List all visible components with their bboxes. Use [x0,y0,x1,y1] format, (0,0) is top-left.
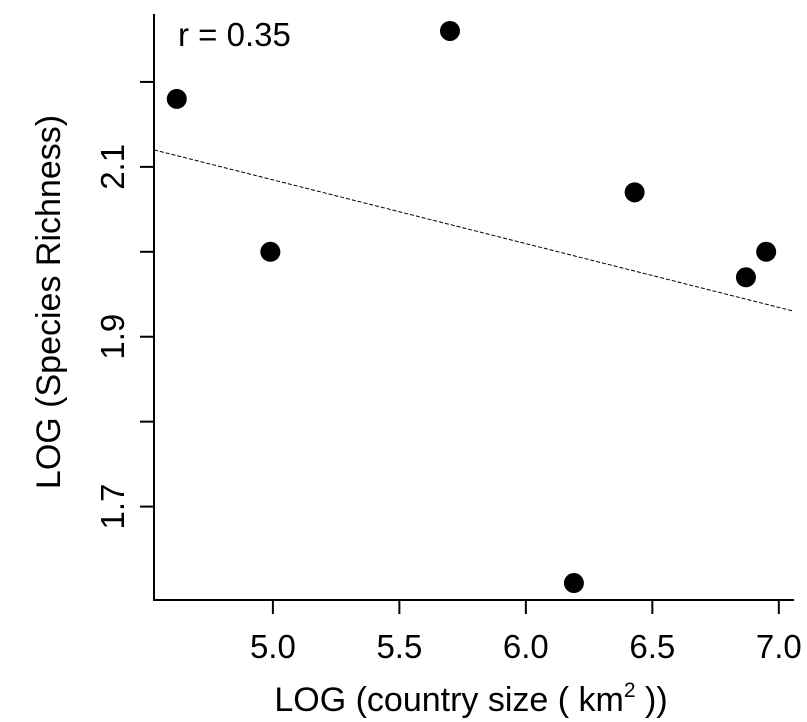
data-point [735,267,756,288]
x-tick-labels: 5.0 5.5 6.0 6.5 7.0 [250,628,802,665]
y-tick-labels: 1.7 1.9 2.1 [94,144,131,530]
y-tick-label: 2.1 [94,144,131,190]
trendline [153,149,795,312]
x-tick-label: 6.0 [503,628,549,665]
x-tick-label: 5.5 [376,628,422,665]
x-axis-label-superscript: 2 [624,679,636,702]
y-tick-label: 1.7 [94,484,131,530]
x-tick-label: 5.0 [250,628,296,665]
y-tick-label: 1.9 [94,314,131,360]
data-point [624,182,645,203]
axes [140,14,794,614]
y-axis-label: LOG (Species Richness) [30,115,68,489]
data-point [260,241,281,262]
data-point [439,20,460,41]
trendline-group [153,149,795,312]
x-axis-label: LOG (country size ( km2 )) [274,679,667,719]
x-axis-label-prefix: LOG (country size ( km [274,681,624,719]
x-axis-label-suffix: )) [636,681,668,719]
x-tick-label: 6.5 [629,628,675,665]
x-tick-label: 7.0 [756,628,802,665]
data-point [166,88,187,109]
annotation-r: r = 0.35 [178,16,291,53]
data-point [563,573,584,594]
data-point [756,241,777,262]
points-group [166,20,777,594]
